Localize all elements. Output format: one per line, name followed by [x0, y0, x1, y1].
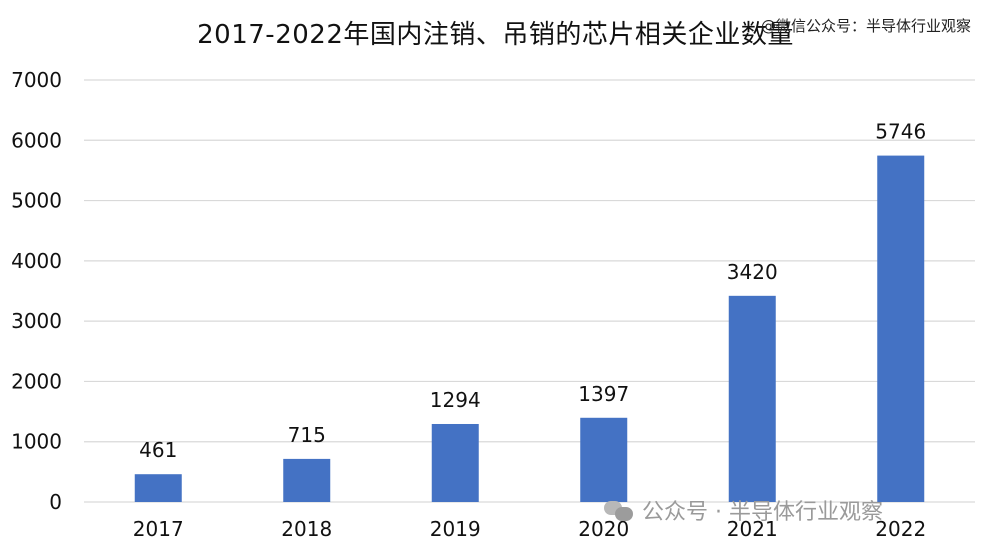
wechat-icon — [604, 499, 634, 521]
bar-2018 — [283, 458, 331, 502]
watermark-top: @微信公众号：半导体行业观察 — [760, 17, 971, 35]
x-axis: 2017 2018 2019 2020 2021 2022 — [133, 517, 926, 541]
data-label-2022: 5746 — [875, 120, 926, 144]
y-tick-label: 2000 — [11, 369, 62, 393]
y-tick-label: 5000 — [11, 189, 62, 213]
x-tick-label-2017: 2017 — [133, 517, 184, 541]
data-label-2021: 3420 — [727, 260, 778, 284]
data-label-2020: 1397 — [578, 382, 629, 406]
watermark-bottom: 公众号 · 半导体行业观察 — [604, 494, 883, 526]
y-tick-label: 4000 — [11, 249, 62, 273]
y-tick-label: 6000 — [11, 128, 62, 152]
x-tick-label-2020: 2020 — [578, 517, 629, 541]
x-tick-label-2018: 2018 — [281, 517, 332, 541]
y-tick-label: 7000 — [11, 68, 62, 92]
bars — [134, 155, 925, 503]
bar-2017 — [134, 474, 182, 502]
watermark-bottom-text: 公众号 · 半导体行业观察 — [642, 500, 883, 525]
bar-2021 — [728, 295, 776, 502]
y-tick-label: 0 — [49, 490, 62, 514]
bar-2020 — [580, 417, 628, 502]
data-label-2018: 715 — [288, 423, 326, 447]
y-tick-label: 3000 — [11, 309, 62, 333]
x-tick-label-2021: 2021 — [727, 517, 778, 541]
bar-2022 — [877, 155, 925, 503]
data-label-2019: 1294 — [430, 388, 481, 412]
data-labels: 461 715 1294 1397 3420 5746 — [139, 120, 926, 463]
bar-2019 — [431, 423, 479, 502]
x-tick-label-2022: 2022 — [875, 517, 926, 541]
data-label-2017: 461 — [139, 438, 177, 462]
x-tick-label-2019: 2019 — [430, 517, 481, 541]
y-tick-label: 1000 — [11, 430, 62, 454]
y-axis: 0 1000 2000 3000 4000 5000 6000 7000 — [11, 68, 62, 514]
chart-title: 2017-2022年国内注销、吊销的芯片相关企业数量 — [197, 20, 794, 50]
grid-lines — [84, 79, 975, 503]
